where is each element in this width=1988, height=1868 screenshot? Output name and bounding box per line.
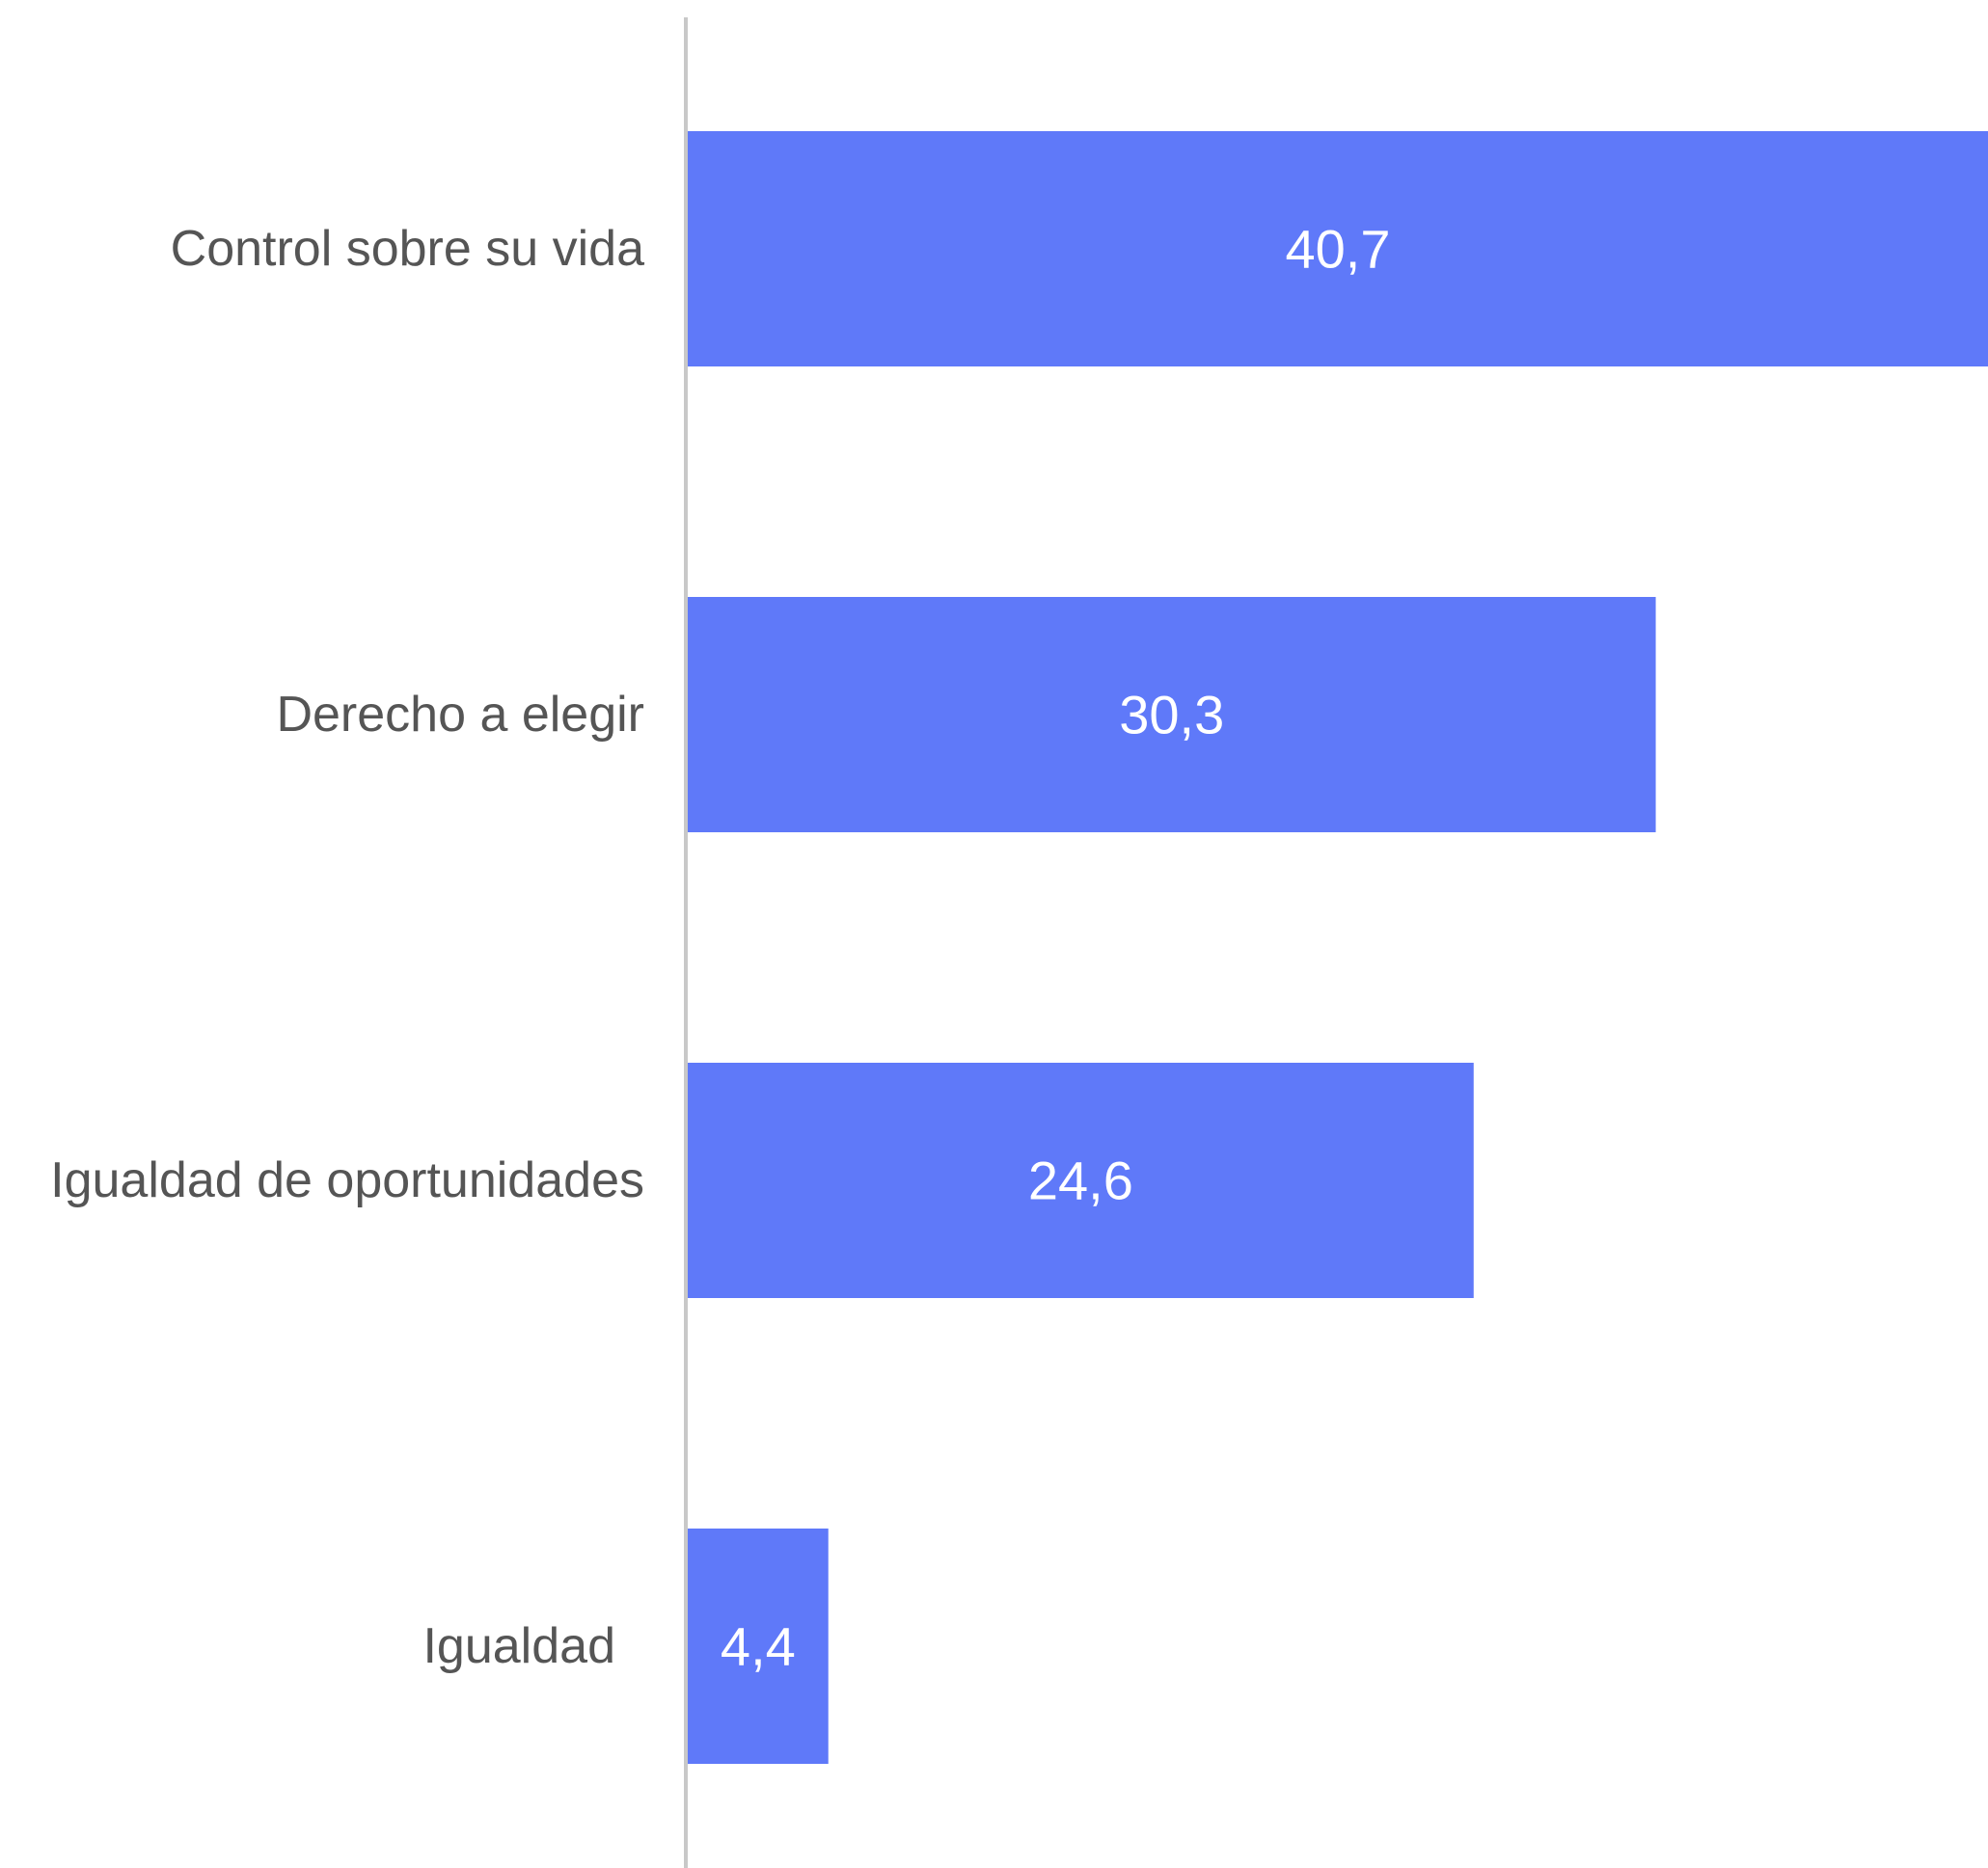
category-label: Derecho a elegir bbox=[276, 687, 644, 743]
bar-value-label: 30,3 bbox=[1119, 685, 1224, 745]
category-label: Igualdad de oportunidades bbox=[50, 1152, 644, 1208]
category-label: Igualdad bbox=[422, 1618, 615, 1674]
bar bbox=[688, 131, 1988, 366]
bar bbox=[688, 597, 1656, 832]
bar-value-label: 4,4 bbox=[721, 1616, 796, 1677]
bar-value-label: 24,6 bbox=[1028, 1151, 1133, 1211]
bar-value-label: 40,7 bbox=[1286, 219, 1391, 280]
bars-layer bbox=[688, 131, 1988, 1764]
bar bbox=[688, 1529, 829, 1764]
category-label: Control sobre su vida bbox=[171, 221, 644, 277]
labels-layer: 40,7 Control sobre su vida 30,3 Derecho a e… bbox=[50, 219, 1390, 1677]
bar bbox=[688, 1063, 1474, 1298]
